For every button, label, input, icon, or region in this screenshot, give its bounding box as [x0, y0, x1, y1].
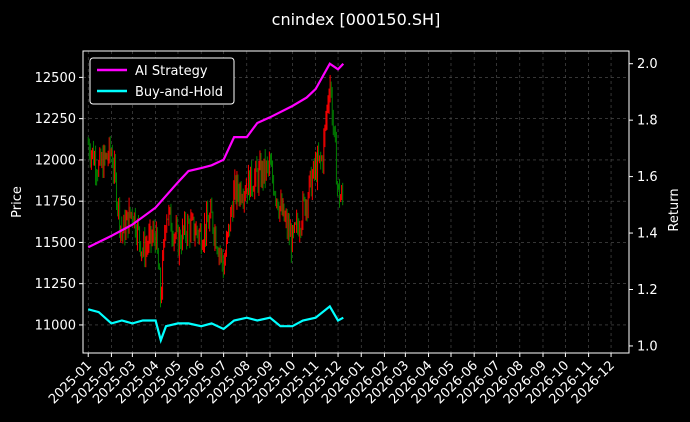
- y-left-tick-label: 11000: [35, 318, 76, 333]
- y-axis-right-label: Return: [667, 188, 682, 231]
- y-left-tick-label: 12500: [35, 71, 76, 86]
- y-right-tick-label: 1.0: [637, 339, 658, 354]
- y-axis-left: 11000 11250 11500 11750 12000 12250 12500: [35, 71, 83, 333]
- price-bars: [87, 74, 344, 308]
- y-left-tick-label: 12000: [35, 153, 76, 168]
- legend: AI Strategy Buy-and-Hold: [89, 57, 235, 105]
- chart-title: cnindex [000150.SH]: [272, 10, 441, 29]
- y-left-tick-label: 11500: [35, 236, 76, 251]
- y-axis-left-label: Price: [10, 186, 25, 218]
- series-line-ai-strategy: [87, 62, 345, 249]
- legend-label-buy-and-hold: Buy-and-Hold: [135, 85, 223, 100]
- y-right-tick-label: 1.6: [637, 170, 658, 185]
- y-right-tick-label: 2.0: [637, 57, 658, 72]
- return-lines: [87, 62, 345, 344]
- y-right-tick-label: 1.4: [637, 227, 658, 242]
- y-left-tick-label: 11750: [35, 195, 76, 210]
- series-line-buy-and-hold: [87, 304, 344, 344]
- y-left-tick-label: 12250: [35, 112, 76, 127]
- y-right-tick-label: 1.8: [637, 114, 658, 129]
- x-axis: 2025-012025-022025-032025-042025-052025-…: [46, 353, 618, 407]
- y-right-tick-label: 1.2: [637, 283, 658, 298]
- y-axis-right: 1.0 1.2 1.4 1.6 1.8 2.0: [629, 57, 658, 354]
- plot-frame: [82, 50, 630, 354]
- y-left-tick-label: 11250: [35, 277, 76, 292]
- legend-label-ai-strategy: AI Strategy: [135, 64, 208, 79]
